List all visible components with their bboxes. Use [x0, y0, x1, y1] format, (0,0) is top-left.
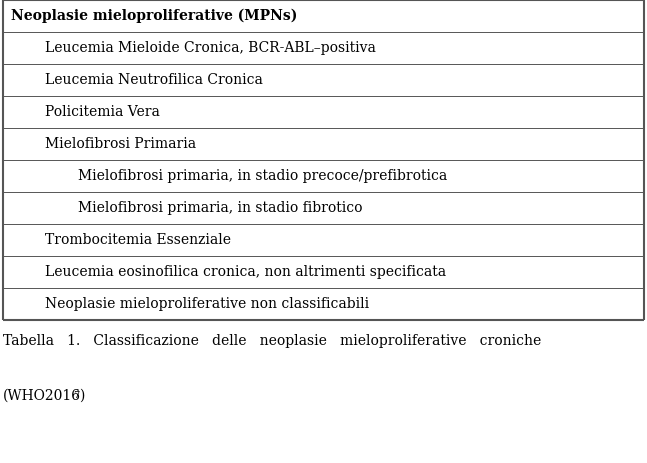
- Text: Leucemia Neutrofilica Cronica: Leucemia Neutrofilica Cronica: [45, 73, 263, 87]
- Text: (WHO2016): (WHO2016): [3, 389, 87, 403]
- Text: Neoplasie mieloproliferative non classificabili: Neoplasie mieloproliferative non classif…: [45, 297, 369, 311]
- Text: Trombocitemia Essenziale: Trombocitemia Essenziale: [45, 233, 231, 247]
- Text: Tabella   1.   Classificazione   delle   neoplasie   mieloproliferative   cronic: Tabella 1. Classificazione delle neoplas…: [3, 334, 542, 348]
- Text: Leucemia Mieloide Cronica, BCR-ABL–positiva: Leucemia Mieloide Cronica, BCR-ABL–posit…: [45, 41, 376, 55]
- Text: Mielofibrosi Primaria: Mielofibrosi Primaria: [45, 137, 197, 151]
- Text: Neoplasie mieloproliferative (MPNs): Neoplasie mieloproliferative (MPNs): [11, 9, 298, 23]
- Text: Policitemia Vera: Policitemia Vera: [45, 105, 160, 119]
- Text: Mielofibrosi primaria, in stadio fibrotico: Mielofibrosi primaria, in stadio fibroti…: [78, 201, 362, 215]
- Text: Mielofibrosi primaria, in stadio precoce/prefibrotica: Mielofibrosi primaria, in stadio precoce…: [78, 169, 447, 183]
- Text: Leucemia eosinofilica cronica, non altrimenti specificata: Leucemia eosinofilica cronica, non altri…: [45, 265, 446, 279]
- Text: 7: 7: [73, 391, 80, 400]
